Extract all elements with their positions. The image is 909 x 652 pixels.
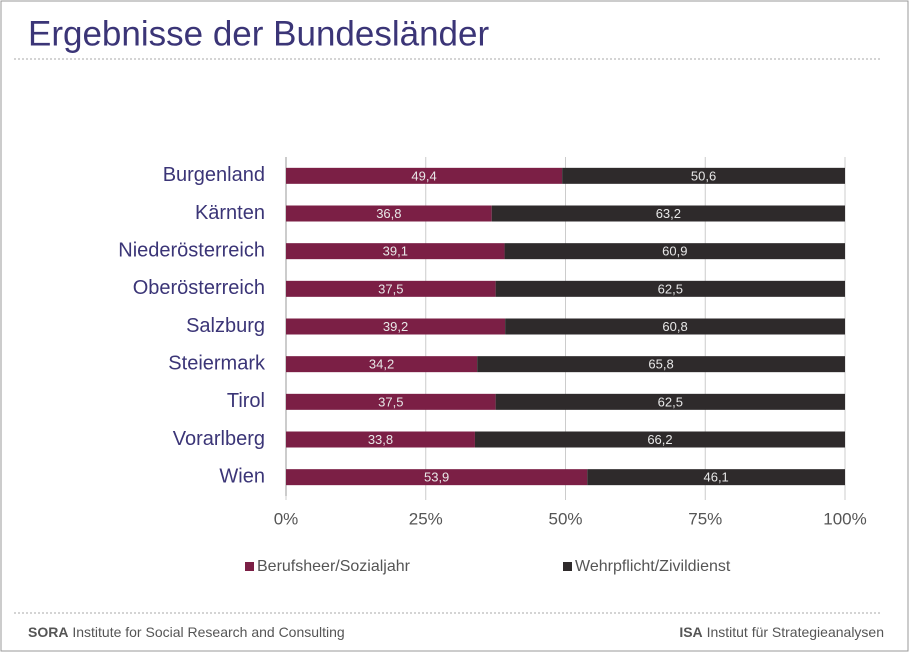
- y-tick-label: Wien: [219, 465, 265, 487]
- footer-right-bold: ISA: [679, 624, 702, 640]
- y-tick-label: Niederösterreich: [118, 239, 265, 261]
- footer-left-text: Institute for Social Research and Consul…: [72, 624, 344, 640]
- data-label: 37,5: [378, 281, 403, 296]
- bar-segment: [477, 356, 845, 373]
- data-label: 62,5: [658, 394, 683, 409]
- bar-segment: [495, 280, 845, 297]
- data-label: 39,1: [383, 244, 408, 259]
- bar-segment: [491, 205, 845, 222]
- data-label: 53,9: [424, 470, 449, 485]
- bar-segment: [504, 243, 845, 260]
- data-label: 66,2: [647, 432, 672, 447]
- legend-label: Wehrpflicht/Zivildienst: [575, 558, 731, 575]
- bar-segment: [474, 431, 845, 448]
- bar-segment: [587, 469, 845, 486]
- data-label: 60,9: [662, 244, 687, 259]
- x-tick-label: 50%: [548, 509, 582, 528]
- chart-title: Ergebnisse der Bundesländer: [28, 14, 489, 53]
- bar-segment: [286, 205, 492, 222]
- x-tick-label: 0%: [274, 509, 299, 528]
- data-label: 63,2: [656, 206, 681, 221]
- data-label: 65,8: [648, 357, 673, 372]
- y-tick-label: Kärnten: [195, 202, 265, 224]
- footer-left-bold: SORA: [28, 624, 68, 640]
- bar-segment: [286, 431, 475, 448]
- data-label: 36,8: [376, 206, 401, 221]
- bar-segment: [286, 243, 505, 260]
- footer-left: SORA Institute for Social Research and C…: [28, 624, 345, 640]
- y-tick-label: Salzburg: [186, 315, 265, 337]
- data-label: 33,8: [368, 432, 393, 447]
- x-tick-label: 100%: [823, 509, 866, 528]
- footer-right: ISA Institut für Strategieanalysen: [679, 624, 884, 640]
- legend-swatch: [563, 562, 572, 571]
- data-label: 46,1: [703, 470, 728, 485]
- y-tick-label: Steiermark: [168, 352, 266, 374]
- legend-label: Berufsheer/Sozialjahr: [257, 558, 411, 575]
- x-tick-label: 25%: [409, 509, 443, 528]
- data-label: 62,5: [658, 281, 683, 296]
- bar-segment: [286, 469, 588, 486]
- data-label: 37,5: [378, 394, 403, 409]
- bar-segment: [286, 393, 496, 410]
- bar-segment: [286, 356, 478, 373]
- data-label: 39,2: [383, 319, 408, 334]
- bar-segment: [495, 393, 845, 410]
- y-tick-label: Vorarlberg: [173, 428, 265, 450]
- data-label: 34,2: [369, 357, 394, 372]
- footer-right-text: Institut für Strategieanalysen: [707, 624, 884, 640]
- legend-swatch: [245, 562, 254, 571]
- bar-segment: [286, 167, 563, 184]
- bar-segment: [505, 318, 845, 335]
- bar-segment: [562, 167, 845, 184]
- data-label: 50,6: [691, 168, 716, 183]
- bar-segment: [286, 280, 496, 297]
- y-tick-label: Tirol: [227, 390, 265, 412]
- y-tick-label: Oberösterreich: [133, 277, 265, 299]
- data-label: 60,8: [662, 319, 687, 334]
- bar-segment: [286, 318, 506, 335]
- y-tick-label: Burgenland: [163, 164, 265, 186]
- data-label: 49,4: [411, 168, 436, 183]
- x-tick-label: 75%: [688, 509, 722, 528]
